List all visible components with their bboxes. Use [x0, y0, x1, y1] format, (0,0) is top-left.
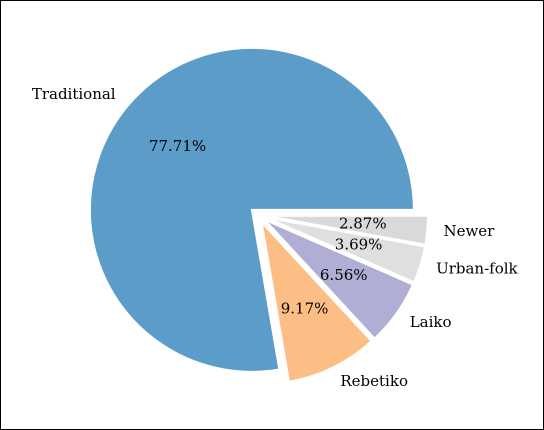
- value-label: 77.71%: [149, 137, 206, 155]
- slice-label: Newer: [443, 222, 495, 240]
- value-label: 3.69%: [335, 236, 383, 254]
- value-label: 6.56%: [320, 266, 368, 284]
- value-label: 9.17%: [281, 299, 329, 317]
- pie-slice: [263, 218, 415, 340]
- pie-slice: [265, 216, 427, 284]
- slice-label: Rebetiko: [340, 372, 408, 390]
- pie-slice: [88, 46, 415, 373]
- slice-label: Laiko: [410, 313, 452, 331]
- slice-label: Urban-folk: [436, 259, 518, 277]
- slice-label: Traditional: [32, 85, 116, 103]
- pie-slice: [265, 214, 429, 246]
- value-label: 2.87%: [339, 214, 387, 232]
- pie-slice: [259, 219, 373, 383]
